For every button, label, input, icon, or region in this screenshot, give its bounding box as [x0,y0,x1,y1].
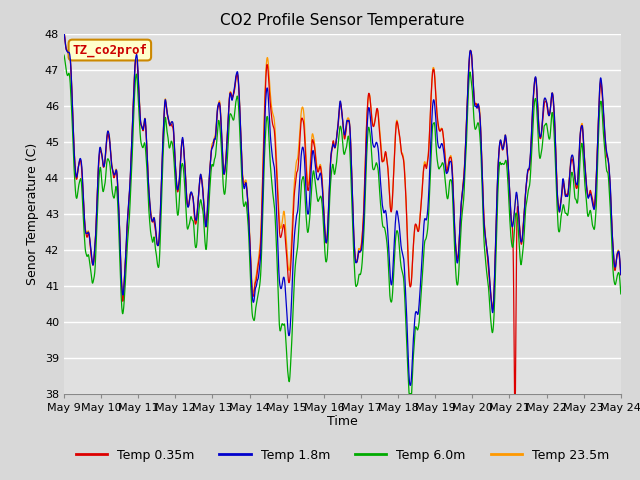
Text: TZ_co2prof: TZ_co2prof [72,43,147,57]
Y-axis label: Senor Temperature (C): Senor Temperature (C) [26,143,39,285]
X-axis label: Time: Time [327,415,358,429]
Legend: Temp 0.35m, Temp 1.8m, Temp 6.0m, Temp 23.5m: Temp 0.35m, Temp 1.8m, Temp 6.0m, Temp 2… [70,444,614,467]
Title: CO2 Profile Sensor Temperature: CO2 Profile Sensor Temperature [220,13,465,28]
